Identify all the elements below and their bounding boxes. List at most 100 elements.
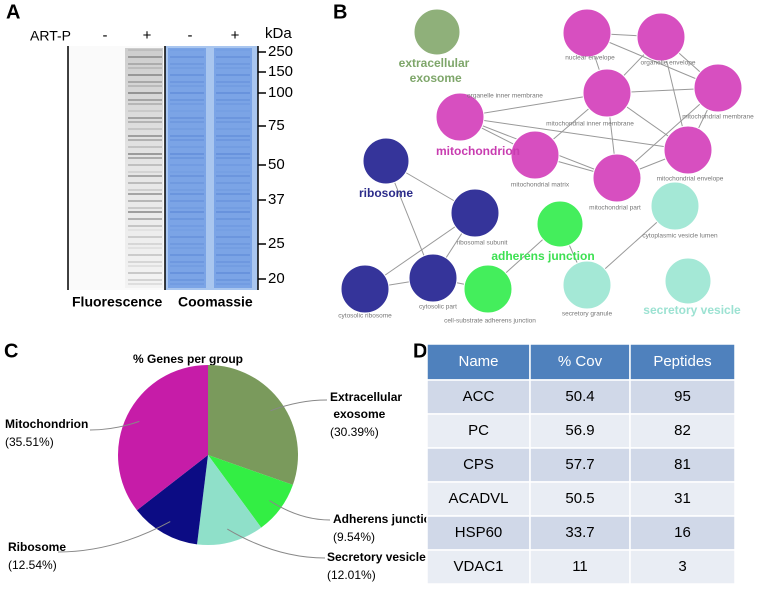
node-label: mitochondrial membrane <box>682 114 754 121</box>
node <box>536 200 584 248</box>
node-label: mitochondrial envelope <box>657 176 724 183</box>
panel-letter: B <box>333 1 347 23</box>
header-text: Peptides <box>653 353 711 370</box>
cell-text: 57.7 <box>565 456 594 473</box>
panel-letter: C <box>4 340 18 362</box>
header-cell <box>529 343 631 381</box>
stain-label: Coomassie <box>178 294 253 310</box>
cell-text: ACADVL <box>448 490 508 507</box>
edge <box>459 116 689 151</box>
cell-text: 33.7 <box>565 524 594 541</box>
node <box>582 68 632 118</box>
table-cell <box>629 481 736 517</box>
node-label: cytosolic ribosome <box>338 313 392 320</box>
value-label: (35.51%) <box>5 435 54 449</box>
pie-slice <box>118 365 208 511</box>
node <box>362 137 410 185</box>
node <box>693 63 743 113</box>
node <box>592 153 642 203</box>
node-label: cytoplasmic vesicle lumen <box>642 233 718 240</box>
category-label: Secretory vesicle <box>327 550 426 564</box>
lane-label: + <box>231 27 240 44</box>
table-cell <box>629 379 736 415</box>
gel-bands <box>128 49 250 285</box>
coomassie-lane <box>214 48 252 288</box>
category-label: Ribosome <box>8 540 66 554</box>
node-label: cytosolic part <box>419 304 457 311</box>
node-label: nuclear envelope <box>565 55 615 62</box>
leader-line <box>89 420 140 431</box>
node <box>435 92 485 142</box>
marker-label: 250 <box>268 43 293 60</box>
marker-label: 37 <box>268 191 285 208</box>
group-label: mitochondrion <box>436 144 520 158</box>
table-cell <box>529 549 631 585</box>
cell-text: ACC <box>463 388 495 405</box>
marker-label: 20 <box>268 270 285 287</box>
pie-slice <box>208 365 298 485</box>
unit-label: kDa <box>265 25 292 42</box>
node <box>408 253 458 303</box>
node <box>450 188 500 238</box>
pie-slice <box>208 455 293 528</box>
table-cell <box>426 447 531 483</box>
cell-text: CPS <box>463 456 494 473</box>
panel-letter: D <box>413 340 427 362</box>
cell-text: VDAC1 <box>453 558 503 575</box>
table-cell <box>529 379 631 415</box>
cell-text: HSP60 <box>455 524 503 541</box>
node-label: secretory granule <box>562 311 613 318</box>
coomassie-lane <box>168 48 206 288</box>
node <box>663 125 713 175</box>
lane-label: + <box>143 27 152 44</box>
header-cell <box>426 343 531 381</box>
cell-text: 31 <box>674 490 691 507</box>
group-label: secretory vesicle <box>643 303 741 317</box>
lane-label: - <box>188 27 193 44</box>
category-label: Extracellular exosome <box>330 390 402 421</box>
edge <box>459 92 608 118</box>
pie-slice <box>136 455 208 545</box>
node-label: organelle inner membrane <box>467 93 543 100</box>
cell-text: 82 <box>674 422 691 439</box>
group-label: ribosome <box>359 186 413 200</box>
panel-letter: A <box>6 1 20 23</box>
node <box>562 260 612 310</box>
fluorescence-lane <box>125 48 163 288</box>
value-label: (30.39%) <box>330 425 379 439</box>
stain-label: Fluorescence <box>72 294 162 310</box>
table-cell <box>529 481 631 517</box>
node-label: mitochondrial inner membrane <box>546 121 634 128</box>
leader-line <box>57 521 171 553</box>
cell-text: 95 <box>674 388 691 405</box>
cell-text: 16 <box>674 524 691 541</box>
node <box>510 130 560 180</box>
node <box>650 181 700 231</box>
group-label: extracellular exosome <box>399 56 470 85</box>
cell-text: 11 <box>572 558 588 575</box>
pie-slice <box>197 455 262 545</box>
node <box>636 12 686 62</box>
leader-line <box>269 500 331 521</box>
node <box>413 8 461 56</box>
table-cell <box>426 413 531 449</box>
marker-label: 100 <box>268 84 293 101</box>
leader-line <box>270 399 328 412</box>
cell-text: 50.5 <box>565 490 594 507</box>
header-text: % Cov <box>558 353 603 370</box>
node-label: mitochondrial matrix <box>511 182 570 189</box>
marker-label: 75 <box>268 117 285 134</box>
marker-label: 25 <box>268 235 285 252</box>
table-cell <box>629 447 736 483</box>
treatment-label: ART-P <box>30 28 71 44</box>
cell-text: 3 <box>678 558 686 575</box>
table-cell <box>629 549 736 585</box>
value-label: (9.54%) <box>333 530 375 544</box>
node-label: ribosomal subunit <box>457 240 508 247</box>
node-label: organelle envelope <box>641 60 696 67</box>
cell-text: 50.4 <box>565 388 594 405</box>
value-label: (12.54%) <box>8 558 57 572</box>
node <box>562 8 612 58</box>
header-cell <box>629 343 736 381</box>
